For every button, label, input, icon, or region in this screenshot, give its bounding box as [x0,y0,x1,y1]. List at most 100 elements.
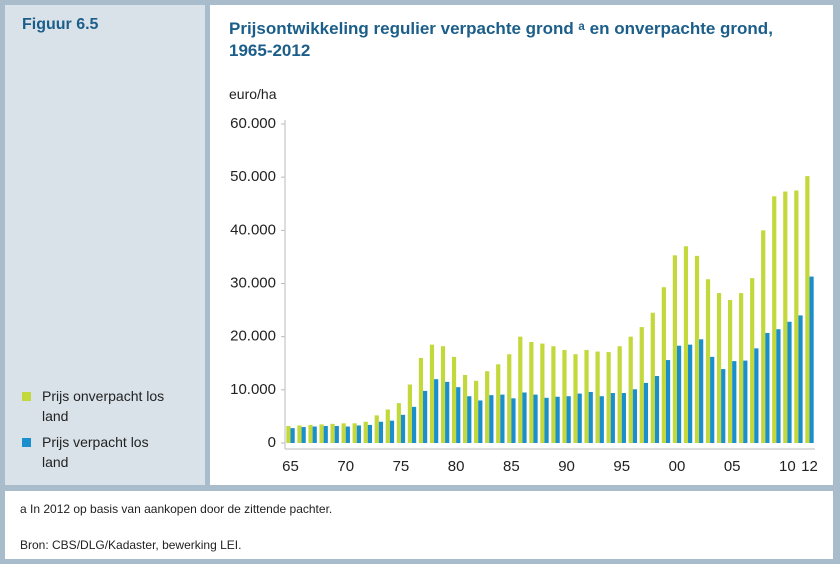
legend-label: Prijs onverpacht los land [42,388,165,424]
bar [356,425,361,443]
bar [672,255,677,443]
legend-swatch [22,438,31,447]
footnote: a In 2012 op basis van aankopen door de … [20,502,333,516]
bar [595,351,600,443]
bar [599,396,604,443]
bar [489,395,494,443]
bar [654,376,660,443]
bar [286,425,291,443]
y-tick-label: 30.000 [230,274,276,291]
bar [783,191,788,443]
bar [290,428,295,443]
bar [721,369,726,443]
bar [434,379,439,443]
bar [798,315,803,443]
bar [716,293,722,443]
bar [496,364,501,443]
bar [407,384,412,443]
bar [511,398,516,443]
bar [323,425,328,443]
bar [566,396,571,443]
bar [661,287,666,443]
bar [474,380,479,443]
bar [628,336,633,443]
x-tick-label: 65 [282,458,299,475]
bar [772,196,777,443]
y-tick-label: 20.000 [230,328,276,345]
bar [429,344,435,443]
x-tick-label: 05 [724,458,741,475]
bar [710,356,715,443]
bar [467,396,472,443]
bar [507,354,512,443]
source-note: Bron: CBS/DLG/Kadaster, bewerking LEI. [20,538,242,552]
bar [787,321,792,443]
bar [577,393,582,443]
bar [632,389,638,443]
bar [562,349,567,443]
legend-label: Prijs verpacht los land [42,434,149,470]
bar [694,255,700,443]
bar [533,394,538,443]
chart-title: Prijsontwikkeling regulier verpachte gro… [229,19,773,60]
bar [363,421,368,443]
bar [650,312,655,443]
bar [610,393,615,443]
bar [330,423,335,443]
bar [584,349,589,443]
bar [522,392,527,443]
x-tick-label: 95 [613,458,630,475]
x-tick-label: 90 [558,458,575,475]
bar [400,414,406,443]
bar [500,394,505,443]
bar [643,382,649,443]
bar [367,424,373,443]
bar [739,293,744,443]
bar [478,400,483,443]
bar [765,332,770,443]
bar [462,374,468,443]
bar [345,426,350,443]
y-tick-label: 10.000 [230,381,276,398]
bar [485,371,490,443]
bar [555,396,560,443]
bar [617,346,622,443]
bar [352,423,357,443]
bar [341,423,346,443]
bar [683,246,689,443]
bar [334,425,339,443]
x-tick-label: 10 [779,458,796,475]
bar [518,336,523,443]
side-panel [5,5,205,485]
y-tick-label: 40.000 [230,221,276,238]
bar [665,360,671,443]
bar [688,344,693,443]
bar [743,360,748,443]
bar [451,356,457,443]
bar [297,425,302,443]
bar [319,424,324,443]
bar [621,393,626,443]
bar [389,420,395,443]
bar [732,361,737,443]
notes-panel [5,491,833,559]
bar [544,397,549,443]
bar [639,327,644,443]
bar [418,357,424,443]
bar [423,390,428,443]
y-tick-label: 50.000 [230,168,276,185]
bar [573,354,578,443]
bar [529,341,534,443]
y-axis-label: euro/ha [229,86,277,102]
bar [606,352,611,443]
bar [312,426,317,443]
bar [750,278,755,443]
figure-label: Figuur 6.5 [22,16,99,33]
y-tick-label: 0 [268,434,276,451]
bar [301,427,306,443]
bar [374,415,379,443]
legend-swatch [22,392,31,401]
x-tick-label: 75 [393,458,410,475]
bar [754,348,759,443]
